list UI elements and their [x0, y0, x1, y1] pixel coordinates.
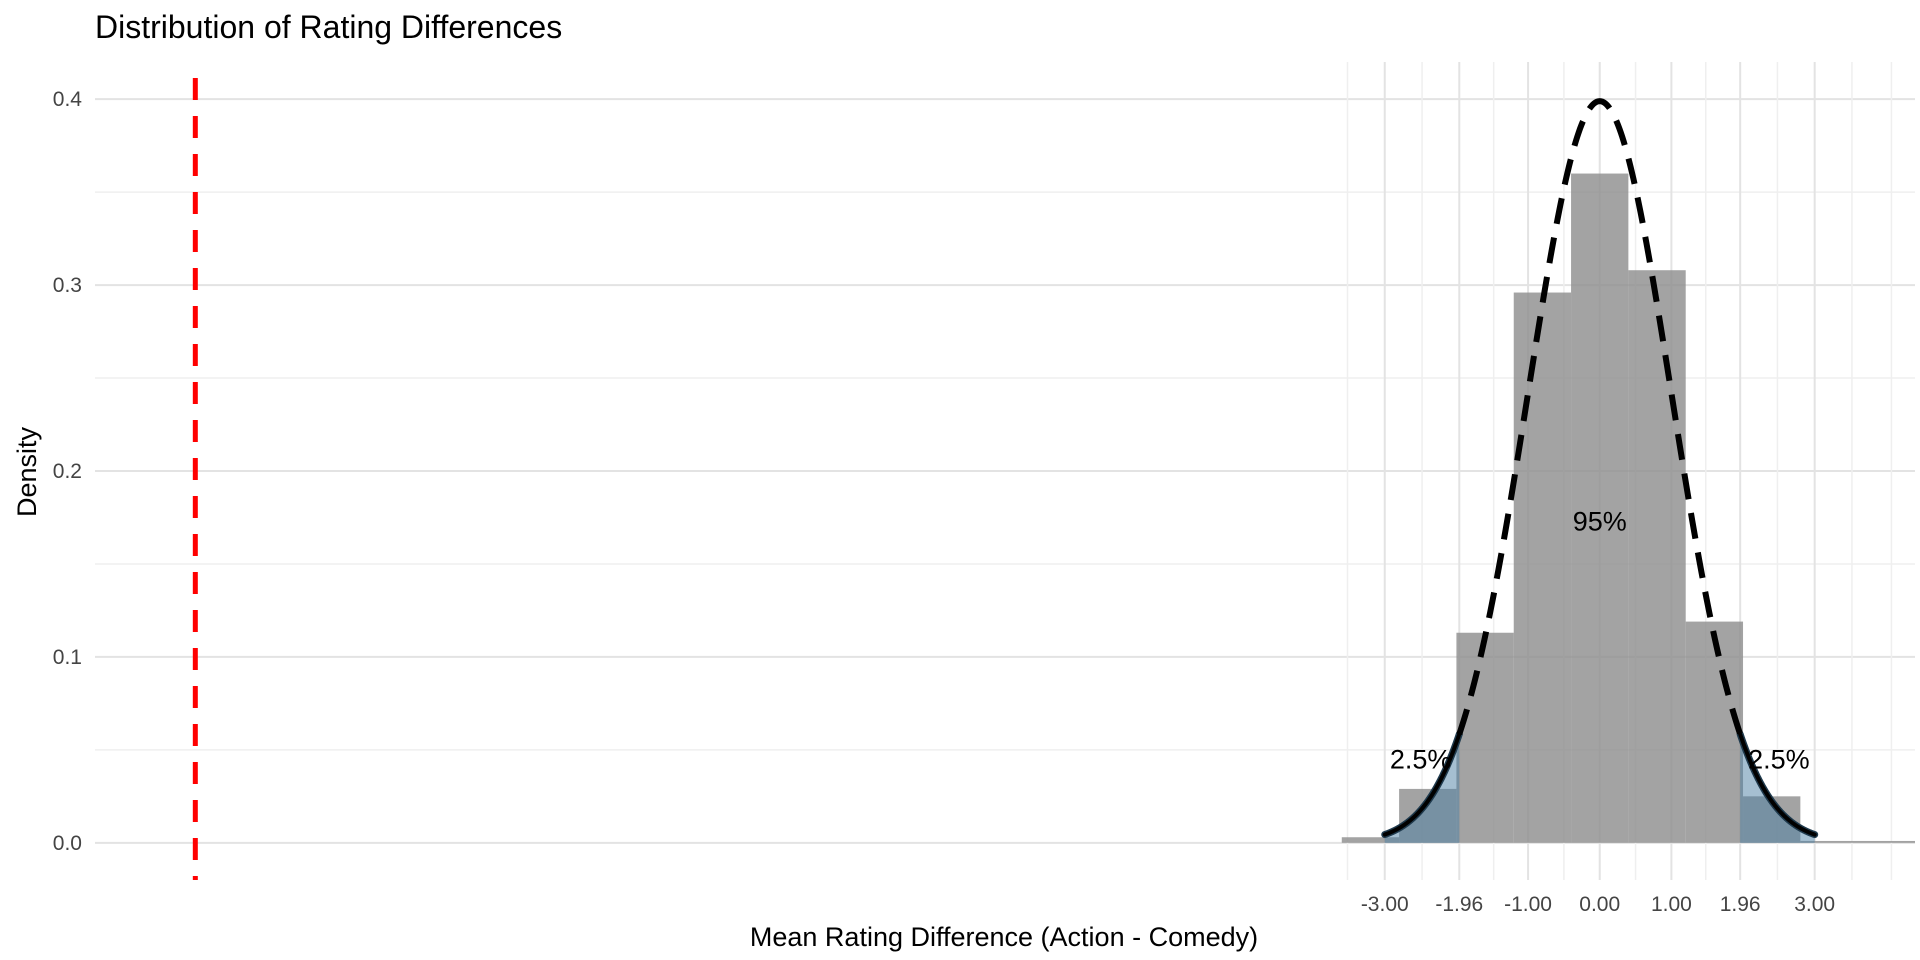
histogram-bar: [1456, 632, 1514, 843]
normal-curve-center: [1456, 98, 1744, 736]
y-tick-label: 0.3: [53, 274, 82, 297]
annotation-label: 2.5%: [1748, 744, 1810, 774]
x-tick-label: -1.96: [1435, 893, 1483, 916]
x-tick-label: 3.00: [1794, 893, 1835, 916]
histogram-bar: [1571, 173, 1629, 843]
annotation-label: 2.5%: [1390, 744, 1452, 774]
x-axis-label: Mean Rating Difference (Action - Comedy): [750, 922, 1258, 952]
y-tick-label: 0.2: [53, 460, 82, 483]
x-tick-label: 0.00: [1579, 893, 1620, 916]
histogram-bar: [1685, 621, 1744, 843]
histogram-bar: [1800, 840, 1915, 843]
tail-area: [1740, 734, 1815, 843]
y-tick-label: 0.1: [53, 646, 82, 669]
annotations: 2.5% 95% 2.5%: [1390, 506, 1810, 774]
tail-area: [1384, 734, 1460, 843]
chart-title: Distribution of Rating Differences: [95, 9, 562, 45]
y-axis-label: Density: [12, 426, 42, 517]
normal-curve: [1381, 98, 1819, 839]
x-tick-label: -1.00: [1504, 893, 1552, 916]
histogram-bar: [1628, 270, 1686, 843]
x-tick-label: 1.96: [1720, 893, 1761, 916]
histogram-bar: [1341, 837, 1400, 843]
tail-areas: [1384, 734, 1815, 843]
x-tick-label: -3.00: [1361, 893, 1409, 916]
x-tick-label: 1.00: [1651, 893, 1692, 916]
annotation-label: 95%: [1573, 506, 1627, 536]
y-tick-label: 0.4: [53, 88, 83, 111]
histogram-bar: [1513, 292, 1572, 843]
histogram-bars: [1341, 173, 1915, 843]
normal-curve-tail: [1738, 732, 1817, 837]
y-axis-ticks: 0.0 0.1 0.2 0.3 0.4: [53, 88, 83, 855]
normal-curve-tail: [1382, 732, 1462, 837]
y-tick-label: 0.0: [53, 832, 82, 855]
x-axis-ticks: -3.00 -1.96 -1.00 0.00 1.00 1.96 3.00: [1361, 893, 1835, 916]
